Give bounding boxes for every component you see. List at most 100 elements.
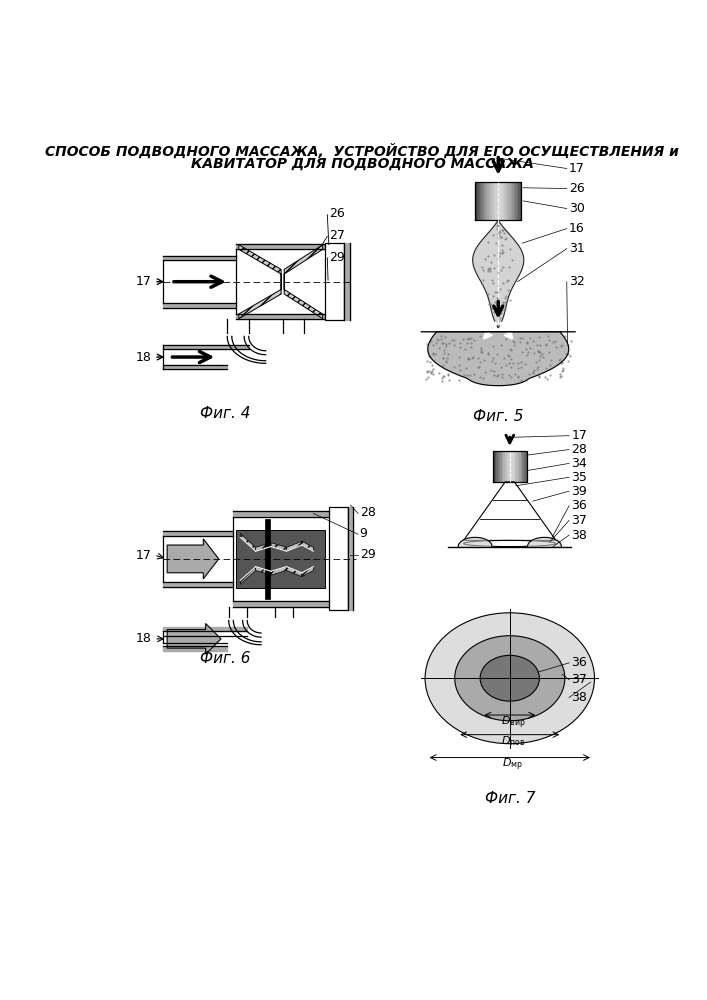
Text: 17: 17 bbox=[136, 549, 152, 562]
Text: 36: 36 bbox=[571, 656, 587, 669]
Bar bbox=[483, 182, 484, 220]
Bar bbox=[503, 451, 505, 482]
Text: 37: 37 bbox=[571, 673, 588, 686]
Text: $D_{\rm мр}$: $D_{\rm мр}$ bbox=[503, 757, 523, 773]
Bar bbox=[501, 182, 503, 220]
Bar bbox=[498, 182, 500, 220]
Bar bbox=[495, 182, 497, 220]
Text: 16: 16 bbox=[569, 222, 585, 235]
Bar bbox=[325, 243, 344, 320]
Polygon shape bbox=[284, 245, 322, 319]
Bar bbox=[493, 182, 495, 220]
Bar bbox=[514, 451, 515, 482]
Bar bbox=[514, 182, 515, 220]
Ellipse shape bbox=[455, 636, 565, 721]
Bar bbox=[526, 451, 527, 482]
Text: Фиг. 7: Фиг. 7 bbox=[484, 791, 535, 806]
Polygon shape bbox=[302, 567, 313, 577]
Text: Фиг. 4: Фиг. 4 bbox=[199, 406, 250, 421]
Text: 35: 35 bbox=[571, 471, 588, 484]
Polygon shape bbox=[473, 220, 524, 328]
Polygon shape bbox=[256, 543, 271, 551]
Text: 30: 30 bbox=[569, 202, 585, 215]
Text: 29: 29 bbox=[329, 251, 344, 264]
Bar bbox=[520, 451, 522, 482]
Bar bbox=[517, 451, 519, 482]
Bar bbox=[236, 530, 325, 588]
Bar bbox=[498, 451, 500, 482]
Bar bbox=[507, 451, 508, 482]
Polygon shape bbox=[271, 543, 286, 551]
Bar bbox=[491, 182, 492, 220]
Bar bbox=[515, 182, 517, 220]
Polygon shape bbox=[167, 623, 221, 654]
Bar bbox=[495, 451, 496, 482]
Bar bbox=[524, 451, 526, 482]
Text: 37: 37 bbox=[571, 514, 588, 527]
Bar bbox=[478, 182, 480, 220]
Bar bbox=[518, 182, 520, 220]
Text: 31: 31 bbox=[569, 242, 585, 255]
Text: 38: 38 bbox=[571, 691, 588, 704]
Text: 17: 17 bbox=[136, 275, 152, 288]
Text: 17: 17 bbox=[569, 162, 585, 175]
Text: Фиг. 5: Фиг. 5 bbox=[473, 409, 523, 424]
Text: 29: 29 bbox=[360, 548, 375, 561]
Bar bbox=[519, 451, 520, 482]
Bar bbox=[504, 182, 506, 220]
Bar bbox=[500, 182, 501, 220]
Bar bbox=[484, 182, 486, 220]
Text: 28: 28 bbox=[360, 506, 375, 519]
Text: Фиг. 6: Фиг. 6 bbox=[199, 651, 250, 666]
Bar bbox=[517, 182, 518, 220]
Bar bbox=[475, 182, 477, 220]
Bar bbox=[512, 451, 514, 482]
Bar bbox=[480, 182, 481, 220]
Polygon shape bbox=[240, 533, 256, 551]
Bar bbox=[489, 182, 491, 220]
Polygon shape bbox=[240, 567, 256, 584]
Text: 9: 9 bbox=[360, 527, 368, 540]
Bar bbox=[481, 182, 483, 220]
Text: 18: 18 bbox=[136, 632, 152, 645]
Text: 28: 28 bbox=[571, 443, 588, 456]
Bar bbox=[520, 182, 521, 220]
Bar bbox=[486, 182, 487, 220]
Polygon shape bbox=[271, 567, 286, 575]
Text: 34: 34 bbox=[571, 457, 587, 470]
Bar bbox=[501, 451, 503, 482]
Polygon shape bbox=[167, 539, 218, 579]
Bar bbox=[508, 451, 510, 482]
Polygon shape bbox=[239, 245, 281, 319]
Bar bbox=[493, 451, 495, 482]
Text: 27: 27 bbox=[329, 229, 345, 242]
Bar bbox=[497, 182, 498, 220]
Text: 18: 18 bbox=[136, 351, 152, 364]
Polygon shape bbox=[286, 567, 302, 577]
Bar bbox=[329, 507, 348, 610]
Text: 26: 26 bbox=[569, 182, 585, 195]
Polygon shape bbox=[286, 541, 302, 551]
Bar bbox=[510, 451, 512, 482]
Text: 17: 17 bbox=[571, 429, 588, 442]
Text: КАВИТАТОР ДЛЯ ПОДВОДНОГО МАССАЖА: КАВИТАТОР ДЛЯ ПОДВОДНОГО МАССАЖА bbox=[190, 157, 533, 171]
Bar bbox=[265, 519, 269, 599]
Text: $D_{\rm вир}$: $D_{\rm вир}$ bbox=[501, 714, 525, 731]
Polygon shape bbox=[256, 567, 271, 575]
Polygon shape bbox=[464, 482, 556, 540]
Text: СПОСОБ ПОДВОДНОГО МАССАЖА,  УСТРОЙСТВО ДЛЯ ЕГО ОСУЩЕСТВЛЕНИЯ и: СПОСОБ ПОДВОДНОГО МАССАЖА, УСТРОЙСТВО ДЛ… bbox=[45, 143, 679, 158]
Bar bbox=[506, 182, 508, 220]
Polygon shape bbox=[421, 332, 575, 386]
Text: 36: 36 bbox=[571, 499, 587, 512]
Text: $D_{\rm пов}$: $D_{\rm пов}$ bbox=[501, 735, 525, 748]
Bar bbox=[496, 451, 498, 482]
Bar bbox=[492, 182, 493, 220]
Bar bbox=[487, 182, 489, 220]
Bar bbox=[515, 451, 517, 482]
Bar bbox=[510, 182, 512, 220]
Bar bbox=[522, 451, 524, 482]
Bar bbox=[503, 182, 504, 220]
Bar bbox=[505, 451, 507, 482]
Bar bbox=[477, 182, 478, 220]
Polygon shape bbox=[302, 541, 313, 551]
